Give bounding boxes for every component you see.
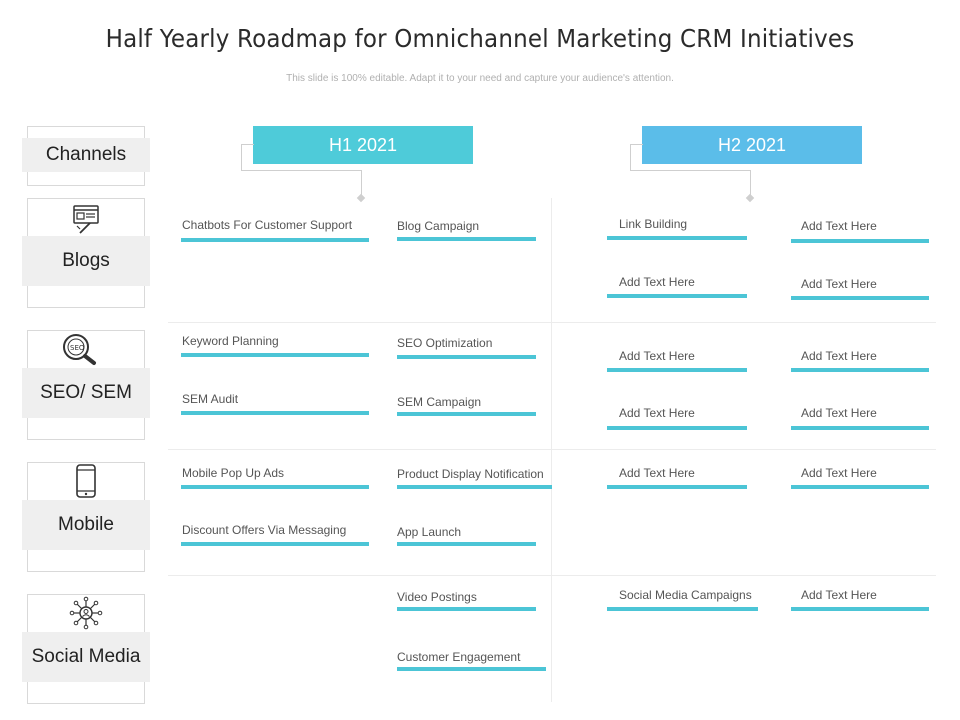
item-bar [397,237,536,241]
seo-magnifier-icon: SEO [60,331,108,367]
channel-label-blogs: Blogs [22,236,150,286]
item-label: App Launch [397,525,462,539]
item-label: Video Postings [397,590,477,604]
item-label: Add Text Here [619,349,695,363]
item-bar [181,542,369,546]
item-label: Discount Offers Via Messaging [182,523,347,537]
item-label: Add Text Here [801,277,877,291]
item-bar [181,411,369,415]
item-bar [181,238,369,242]
item-label: Customer Engagement [397,650,521,664]
h1-connector-drop [241,170,362,197]
svg-text:SEO: SEO [70,344,85,352]
item-label: Add Text Here [801,406,877,420]
item-bar [181,485,369,489]
channels-header-label: Channels [22,138,150,172]
item-bar [791,368,929,372]
item-bar [607,485,747,489]
item-bar [791,239,929,243]
item-label: Add Text Here [801,219,877,233]
page-title: Half Yearly Roadmap for Omnichannel Mark… [105,24,855,53]
item-bar [791,485,929,489]
row-divider [168,575,936,576]
item-label: Mobile Pop Up Ads [182,466,285,480]
h1-header: H1 2021 [253,126,473,164]
item-label: Link Building [619,217,688,231]
item-bar [791,607,929,611]
item-bar [397,485,552,489]
item-label: Add Text Here [801,466,877,480]
h2-connector-drop [630,170,751,197]
item-label: Add Text Here [801,588,877,602]
item-bar [607,236,747,240]
item-label: Product Display Notification [397,467,544,481]
half-divider [551,198,552,702]
page-subtitle: This slide is 100% editable. Adapt it to… [286,73,674,84]
h2-header: H2 2021 [642,126,862,164]
item-label: Add Text Here [619,406,695,420]
item-bar [397,542,536,546]
item-bar [607,607,758,611]
item-label: Add Text Here [801,349,877,363]
channel-label-seo: SEO/ SEM [22,368,150,418]
row-divider [168,449,936,450]
item-bar [397,607,536,611]
item-bar [607,368,747,372]
item-label: Chatbots For Customer Support [182,218,353,232]
item-bar [607,294,747,298]
row-divider [168,322,936,323]
h1-connector-left [241,144,254,171]
item-bar [607,426,747,430]
channel-label-mobile: Mobile [22,500,150,550]
h2-connector-diamond [745,193,755,203]
social-network-icon [68,596,104,630]
item-label: Add Text Here [619,466,695,480]
h1-connector-diamond [356,193,366,203]
item-label: SEM Campaign [397,395,482,409]
item-bar [397,667,546,671]
item-bar [791,426,929,430]
item-label: SEO Optimization [397,336,493,350]
channel-label-social: Social Media [22,632,150,682]
item-label: Social Media Campaigns [619,588,752,602]
item-bar [397,355,536,359]
item-label: Add Text Here [619,275,695,289]
item-bar [791,296,929,300]
item-bar [397,412,536,416]
item-label: SEM Audit [182,392,239,406]
item-bar [181,353,369,357]
item-label: Blog Campaign [397,219,480,233]
mobile-phone-icon [72,463,100,499]
item-label: Keyword Planning [182,334,279,348]
h2-connector-left [630,144,643,171]
blog-article-icon [70,203,102,235]
